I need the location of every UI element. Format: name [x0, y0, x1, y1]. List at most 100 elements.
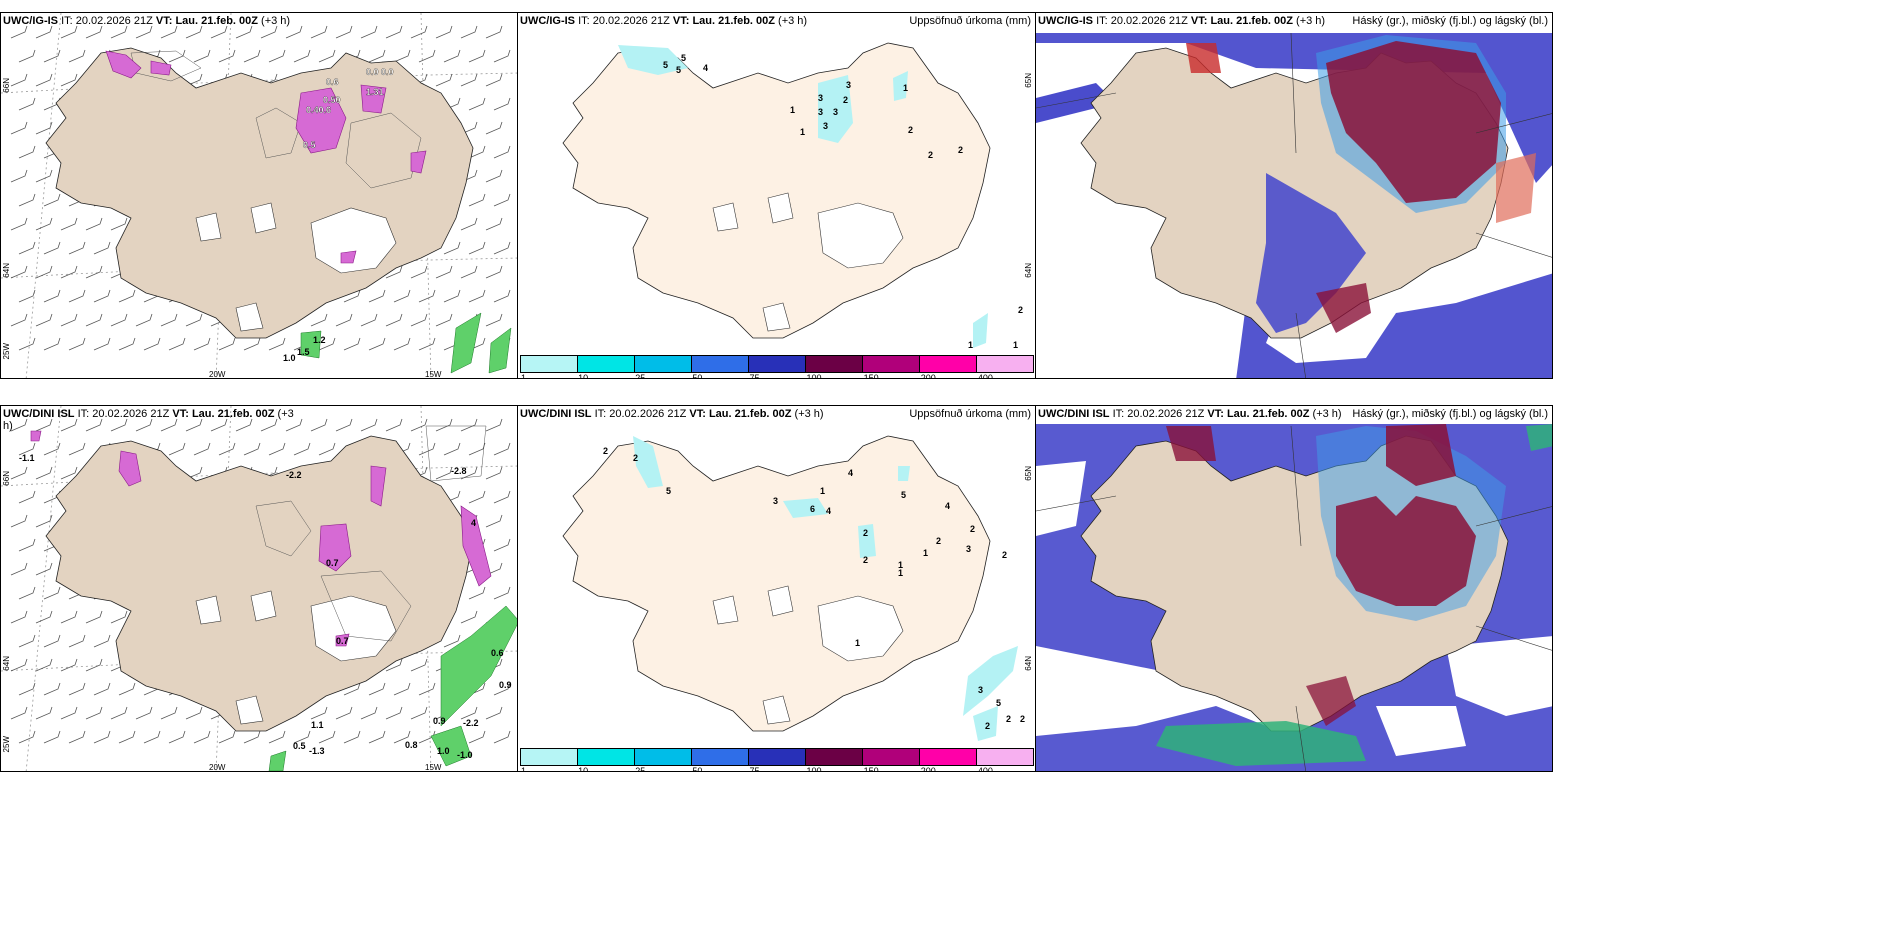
wind-barb [468, 97, 486, 111]
wind-barb [135, 25, 153, 39]
wind-barb [68, 682, 86, 696]
wind-barb [343, 682, 361, 696]
wind-barb [10, 466, 28, 480]
wind-barb [310, 418, 328, 432]
wind-barb [318, 49, 336, 63]
wind-barb [143, 337, 161, 351]
wind-barb [60, 610, 78, 624]
svg-text:0.8: 0.8 [405, 740, 418, 750]
wind-barb [218, 730, 236, 744]
svg-text:1.0: 1.0 [437, 746, 450, 756]
wind-barb [460, 217, 478, 231]
wind-barb [135, 418, 153, 432]
colorbar-segment [806, 749, 863, 765]
colorbar-tick: 150 [863, 766, 879, 772]
wind-barb [343, 289, 361, 303]
cloud-map [1036, 424, 1552, 771]
wind-barb [93, 289, 111, 303]
wind-barb [243, 337, 261, 351]
svg-text:0.6: 0.6 [491, 648, 504, 658]
panel-cloud-bottom: UWC/DINI ISL IT: 20.02.2026 21Z VT: Lau.… [1035, 405, 1553, 772]
wind-barb [293, 442, 311, 456]
wind-barb [435, 418, 453, 432]
wind-barb [43, 586, 61, 600]
svg-text:3: 3 [966, 544, 971, 554]
colorbar-tick: 10 [578, 373, 589, 379]
wind-barb [160, 313, 178, 327]
wind-barb [385, 706, 403, 720]
field-title: Uppsöfnuð úrkoma (mm) [909, 408, 1031, 420]
iceland-landmass [562, 42, 991, 339]
wind-barb [460, 418, 478, 432]
wind-barb [218, 442, 236, 456]
wind-barb [85, 313, 103, 327]
wind-barb [10, 706, 28, 720]
svg-text:2: 2 [1002, 550, 1007, 560]
wind-barb [493, 145, 511, 159]
wind-barb [68, 634, 86, 648]
lon-label: 25W [2, 736, 11, 753]
svg-text:1: 1 [898, 568, 903, 578]
wind-barb [35, 73, 53, 87]
wind-barb [410, 706, 428, 720]
svg-text:6: 6 [810, 504, 815, 514]
wind-barb [485, 73, 503, 87]
wind-barb [360, 706, 378, 720]
lat-label: 64N [1024, 656, 1033, 671]
field-title: Háský (gr.), miðský (fj.bl.) og lágský (… [1352, 15, 1548, 27]
wind-barb [160, 706, 178, 720]
wind-barb [493, 538, 511, 552]
wind-barb [410, 658, 428, 672]
cloud-map [1036, 32, 1552, 378]
wind-barb [385, 25, 403, 39]
wind-barb [468, 145, 486, 159]
svg-text:0.50: 0.50 [323, 95, 341, 105]
svg-text:4: 4 [471, 518, 476, 528]
svg-text:-1.1: -1.1 [19, 453, 35, 463]
wind-barb [468, 49, 486, 63]
wind-barb [18, 538, 36, 552]
wind-barb [410, 265, 428, 279]
wind-barb [318, 442, 336, 456]
wind-barb [310, 25, 328, 39]
svg-text:3: 3 [818, 107, 823, 117]
wind-barb [468, 241, 486, 255]
wind-barb [318, 730, 336, 744]
wind-barb [268, 442, 286, 456]
svg-text:1.31: 1.31 [366, 87, 384, 97]
wind-barb [443, 289, 461, 303]
colorbar-tick: 400 [977, 373, 993, 379]
colorbar-tick: 75 [749, 373, 760, 379]
colorbar-segment [920, 356, 977, 372]
wind-barb [460, 265, 478, 279]
svg-text:2: 2 [958, 145, 963, 155]
wind-barb [193, 730, 211, 744]
wind-barb [260, 25, 278, 39]
wind-barb [343, 730, 361, 744]
wind-barb [93, 682, 111, 696]
lat-label: 65N [1024, 73, 1033, 88]
colorbar-tick: 25 [635, 373, 646, 379]
wind-barb [185, 313, 203, 327]
wind-barb [193, 337, 211, 351]
wind-barb [10, 169, 28, 183]
wind-barb [85, 610, 103, 624]
svg-text:0.9: 0.9 [499, 680, 512, 690]
wind-barb [68, 442, 86, 456]
wind-barb [335, 25, 353, 39]
wind-barb [193, 442, 211, 456]
wind-barb [135, 313, 153, 327]
wind-barb [118, 289, 136, 303]
wind-barb [368, 337, 386, 351]
wind-barb [485, 313, 503, 327]
wind-barb [268, 49, 286, 63]
wind-barb [493, 193, 511, 207]
wind-barb [485, 217, 503, 231]
lon-label: 20W [209, 763, 226, 772]
lon-label: 20W [209, 370, 226, 379]
svg-text:0.7: 0.7 [326, 558, 339, 568]
wind-barb [418, 289, 436, 303]
wind-barb [110, 313, 128, 327]
wind-barb [185, 706, 203, 720]
wind-barb [460, 610, 478, 624]
